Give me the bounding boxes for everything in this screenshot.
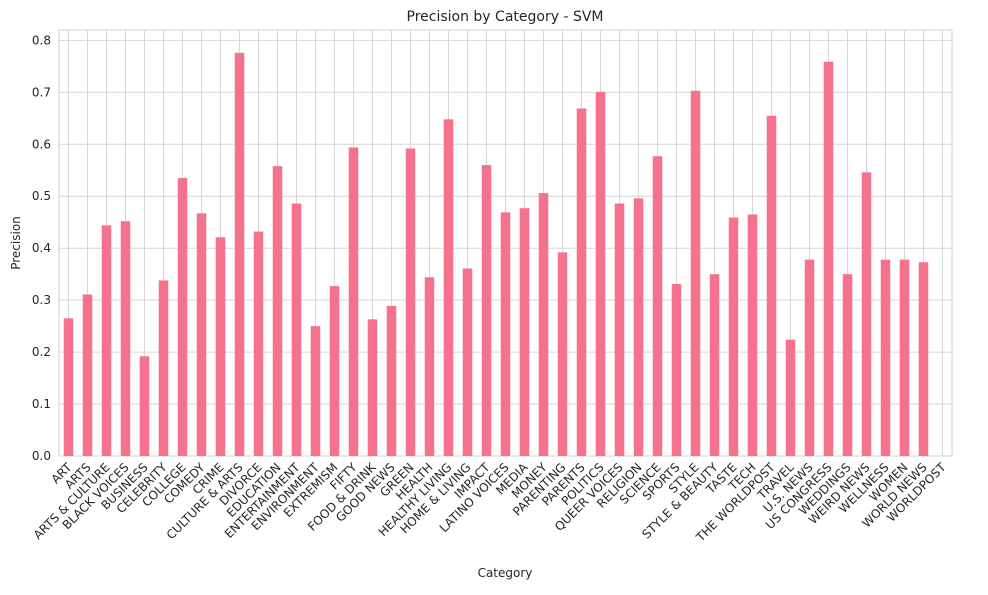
y-tick-label: 0.1 — [32, 397, 51, 411]
bar — [595, 91, 606, 456]
y-tick-label: 0.8 — [32, 33, 51, 47]
bar — [671, 284, 682, 456]
bar — [728, 217, 739, 456]
bar — [823, 61, 834, 456]
x-axis-label: Category — [478, 566, 533, 580]
bar — [899, 259, 910, 456]
bar — [557, 252, 568, 456]
bar — [804, 259, 815, 456]
bar — [120, 221, 131, 456]
bar — [272, 166, 283, 457]
y-tick-label: 0.4 — [32, 241, 51, 255]
bar — [633, 198, 644, 456]
y-tick-labels: 0.0 0.1 0.2 0.3 0.4 0.5 0.6 0.7 0.8 — [32, 33, 51, 463]
bar — [576, 108, 587, 456]
bar — [101, 225, 112, 456]
bar — [424, 277, 435, 456]
bar — [158, 280, 169, 456]
bars — [63, 52, 929, 457]
bar — [652, 156, 663, 457]
bar — [500, 212, 511, 456]
chart-title: Precision by Category - SVM — [407, 9, 604, 25]
bar — [82, 294, 93, 456]
y-tick-label: 0.5 — [32, 189, 51, 203]
y-tick-label: 0.3 — [32, 293, 51, 307]
bar — [348, 147, 359, 456]
bar — [709, 274, 720, 456]
bar — [291, 203, 302, 456]
y-tick-label: 0.2 — [32, 345, 51, 359]
bar — [310, 326, 321, 456]
bar — [234, 52, 245, 457]
bar — [443, 119, 454, 457]
bar — [880, 259, 891, 456]
bar — [861, 172, 872, 456]
bar — [766, 115, 777, 456]
bar — [196, 213, 207, 456]
bar — [386, 305, 397, 456]
bar — [785, 339, 796, 456]
bar — [842, 274, 853, 456]
bar — [405, 148, 416, 456]
y-tick-label: 0.6 — [32, 137, 51, 151]
bar — [462, 268, 473, 456]
bar — [253, 231, 264, 456]
bar — [538, 193, 549, 456]
bar — [177, 178, 188, 456]
y-tick-label: 0.7 — [32, 85, 51, 99]
bar — [519, 208, 530, 456]
bar — [614, 203, 625, 456]
bar — [139, 356, 150, 456]
bar — [918, 262, 929, 456]
bar — [690, 90, 701, 456]
y-tick-label: 0.0 — [32, 449, 51, 463]
bar — [329, 286, 340, 456]
bar — [747, 214, 758, 456]
bar — [63, 318, 74, 456]
bar — [367, 319, 378, 456]
y-axis-label: Precision — [9, 216, 23, 270]
bar — [481, 165, 492, 456]
bar — [215, 237, 226, 456]
